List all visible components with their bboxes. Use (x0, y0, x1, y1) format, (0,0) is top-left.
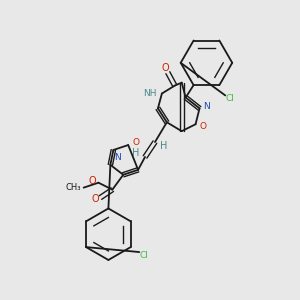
Text: Cl: Cl (226, 94, 235, 103)
Text: O: O (200, 122, 207, 131)
Text: Cl: Cl (140, 250, 149, 260)
Text: H: H (160, 141, 168, 151)
Text: N: N (203, 102, 210, 111)
Text: CH₃: CH₃ (66, 183, 82, 192)
Text: H: H (132, 148, 140, 158)
Text: N: N (114, 153, 121, 162)
Text: O: O (89, 176, 96, 186)
Text: O: O (133, 138, 140, 147)
Text: O: O (92, 194, 99, 203)
Text: O: O (161, 63, 169, 73)
Text: NH: NH (143, 89, 157, 98)
